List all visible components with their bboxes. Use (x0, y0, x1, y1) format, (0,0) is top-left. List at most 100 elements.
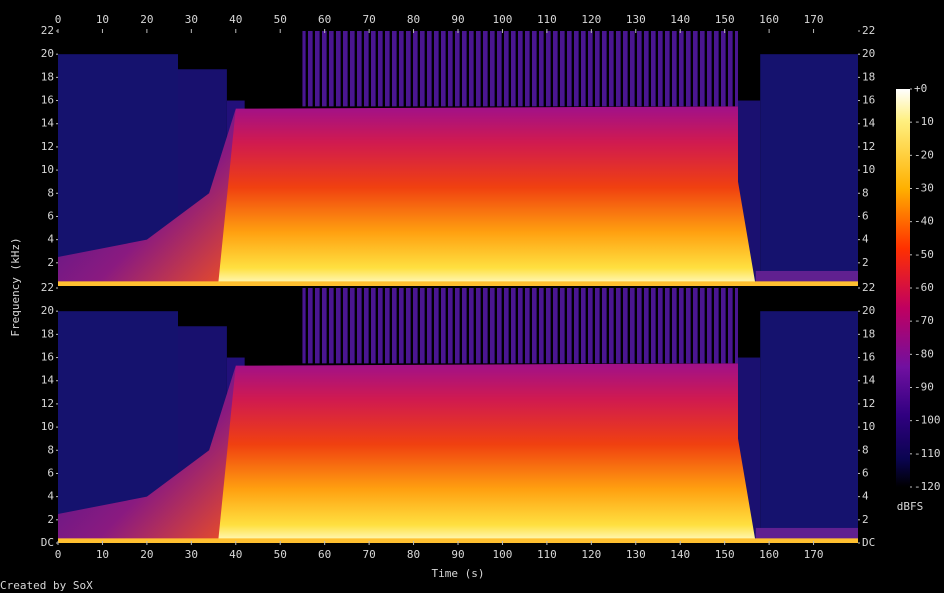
colorbar-tick-label: -110 (914, 447, 941, 460)
y-tick-label-right: 8 (862, 443, 869, 456)
y-tick-label-right: 22 (862, 281, 875, 294)
y-tick-label-right: 12 (862, 397, 875, 410)
y-tick-label: 2 (47, 513, 54, 526)
spectrogram-region (218, 106, 756, 286)
colorbar-tick-label: -100 (914, 414, 941, 427)
y-tick-label-right: 14 (862, 374, 876, 387)
colorbar-tick-label: +0 (914, 82, 927, 95)
y-tick-label: 16 (41, 94, 54, 107)
x-tick-label: 20 (140, 13, 153, 26)
x-tick-label: 110 (537, 13, 557, 26)
spectrogram-region (760, 54, 858, 286)
x-tick-label: 90 (451, 13, 464, 26)
y-tick-label: 6 (47, 209, 54, 222)
x-tick-label: 80 (407, 548, 420, 561)
y-tick-label: 20 (41, 304, 54, 317)
spectrogram-region (58, 108, 236, 286)
colorbar-tick-label: -60 (914, 281, 934, 294)
x-tick-label: 150 (715, 13, 735, 26)
colorbar-tick-label: -50 (914, 248, 934, 261)
x-tick-label: 20 (140, 548, 153, 561)
x-tick-label: 0 (55, 548, 62, 561)
y-tick-label: 10 (41, 420, 54, 433)
y-tick-label-right: 12 (862, 140, 875, 153)
spectrogram-region (58, 365, 236, 543)
y-tick-label-right: 4 (862, 233, 869, 246)
x-tick-label: 70 (362, 548, 375, 561)
x-tick-label: 30 (185, 548, 198, 561)
spectrogram-region (58, 281, 858, 286)
spectrogram-region (302, 288, 738, 364)
y-tick-label-right: 20 (862, 47, 875, 60)
x-tick-label: 70 (362, 13, 375, 26)
spectrogram-region (760, 311, 858, 543)
x-tick-label: 60 (318, 13, 331, 26)
x-tick-label: 120 (581, 13, 601, 26)
y-tick-label-right: 6 (862, 209, 869, 222)
x-tick-label: 50 (274, 13, 287, 26)
spectrogram-region (58, 538, 858, 543)
y-tick-label: 18 (41, 70, 54, 83)
x-tick-label: 80 (407, 13, 420, 26)
y-tick-label-right: 8 (862, 186, 869, 199)
x-tick-label: 60 (318, 548, 331, 561)
x-tick-label: 170 (804, 13, 824, 26)
x-tick-label: 40 (229, 13, 242, 26)
x-tick-label: 110 (537, 548, 557, 561)
y-tick-label: 22 (41, 24, 54, 37)
y-tick-label-right: 4 (862, 490, 869, 503)
x-tick-label: 30 (185, 13, 198, 26)
x-tick-label: 120 (581, 548, 601, 561)
x-axis-label: Time (s) (432, 567, 485, 580)
footer: Created by SoX (0, 579, 93, 592)
y-tick-label-right: 18 (862, 327, 875, 340)
y-tick-label-right: 20 (862, 304, 875, 317)
x-tick-label: 160 (759, 548, 779, 561)
y-tick-label: 6 (47, 466, 54, 479)
y-tick-label-right: 6 (862, 466, 869, 479)
y-tick-label-right: 2 (862, 256, 869, 269)
x-tick-label: 100 (493, 548, 513, 561)
y-tick-label-right: 2 (862, 513, 869, 526)
y-tick-label-right: 16 (862, 94, 875, 107)
x-tick-label: 160 (759, 13, 779, 26)
x-tick-label: 100 (493, 13, 513, 26)
y-tick-label: 2 (47, 256, 54, 269)
y-tick-label: 18 (41, 327, 54, 340)
colorbar-tick-label: -90 (914, 381, 934, 394)
x-tick-label: 10 (96, 548, 109, 561)
colorbar-tick-label: -20 (914, 148, 934, 161)
y-tick-label: 4 (47, 490, 54, 503)
y-tick-label-right: 10 (862, 163, 875, 176)
y-tick-label: DC (41, 536, 54, 549)
y-tick-label-right: 22 (862, 24, 875, 37)
spectrogram-region (302, 31, 738, 107)
y-tick-label: 4 (47, 233, 54, 246)
x-tick-label: 170 (804, 548, 824, 561)
x-tick-label: 130 (626, 13, 646, 26)
colorbar-tick-label: -80 (914, 347, 934, 360)
colorbar-tick-label: -120 (914, 480, 941, 493)
x-tick-label: 130 (626, 548, 646, 561)
y-tick-label-right: DC (862, 536, 875, 549)
y-axis-label: Frequency (kHz) (9, 237, 22, 336)
colorbar (896, 89, 910, 487)
y-tick-label: 14 (41, 117, 55, 130)
y-tick-label: 16 (41, 351, 54, 364)
x-tick-label: 10 (96, 13, 109, 26)
x-tick-label: 40 (229, 548, 242, 561)
y-tick-label: 22 (41, 281, 54, 294)
y-tick-label-right: 10 (862, 420, 875, 433)
y-tick-label-right: 14 (862, 117, 876, 130)
spectrogram-region (218, 363, 756, 543)
x-tick-label: 0 (55, 13, 62, 26)
y-tick-label: 20 (41, 47, 54, 60)
x-tick-label: 140 (670, 548, 690, 561)
x-tick-label: 140 (670, 13, 690, 26)
colorbar-tick-label: -10 (914, 115, 934, 128)
colorbar-label: dBFS (897, 500, 924, 513)
y-tick-label: 14 (41, 374, 55, 387)
y-tick-label: 8 (47, 186, 54, 199)
x-tick-label: 150 (715, 548, 735, 561)
